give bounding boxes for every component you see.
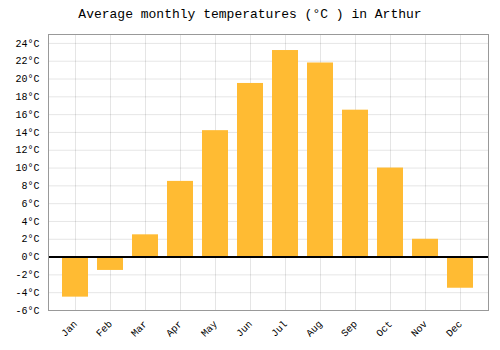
svg-text:6°C: 6°C: [21, 199, 39, 210]
svg-text:12°C: 12°C: [15, 145, 39, 156]
svg-text:20°C: 20°C: [15, 74, 39, 85]
svg-text:2°C: 2°C: [21, 234, 39, 245]
svg-text:8°C: 8°C: [21, 181, 39, 192]
svg-text:Jul: Jul: [269, 319, 290, 340]
svg-text:14°C: 14°C: [15, 128, 39, 139]
svg-text:Dec: Dec: [444, 319, 465, 340]
svg-text:4°C: 4°C: [21, 217, 39, 228]
svg-text:-4°C: -4°C: [15, 288, 39, 299]
svg-text:Feb: Feb: [94, 319, 115, 340]
svg-text:Sep: Sep: [339, 319, 360, 340]
svg-text:Nov: Nov: [409, 319, 430, 340]
svg-text:-2°C: -2°C: [15, 270, 39, 281]
svg-text:Apr: Apr: [164, 319, 185, 340]
svg-text:18°C: 18°C: [15, 92, 39, 103]
svg-text:Aug: Aug: [304, 319, 325, 340]
svg-text:Oct: Oct: [374, 319, 395, 340]
svg-text:Mar: Mar: [129, 319, 150, 340]
html-text:Average monthly temperatures (: Average monthly temperatures (°C ) in Ar…: [78, 7, 422, 22]
svg-text:16°C: 16°C: [15, 110, 39, 121]
svg-text:Jan: Jan: [59, 319, 80, 340]
svg-text:-6°C: -6°C: [15, 306, 39, 317]
svg-text:0°C: 0°C: [21, 252, 39, 263]
svg-text:10°C: 10°C: [15, 163, 39, 174]
svg-text:22°C: 22°C: [15, 56, 39, 67]
svg-text:Jun: Jun: [234, 319, 255, 340]
svg-text:24°C: 24°C: [15, 39, 39, 50]
svg-text:May: May: [199, 319, 220, 340]
